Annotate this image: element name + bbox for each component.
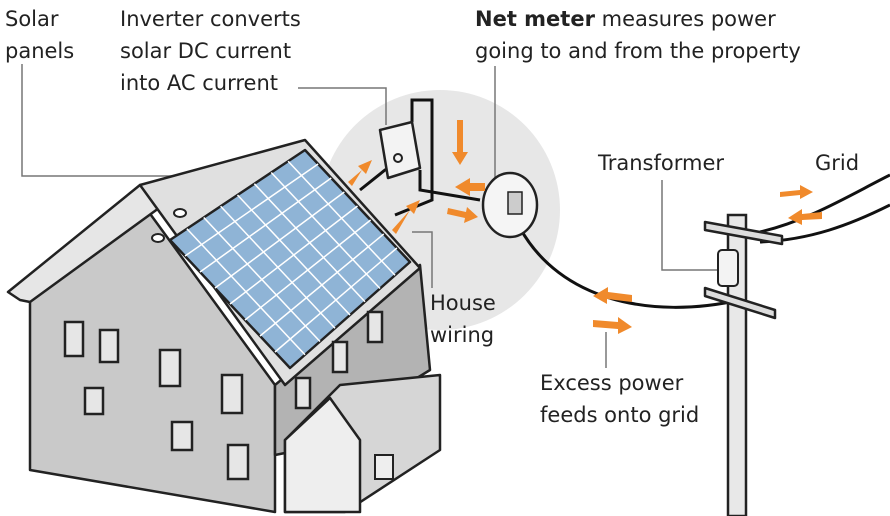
label-transformer: Transformer [597,151,724,175]
label-inverter: into AC current [120,71,278,95]
label-net-meter-bold: Net meter [475,7,596,31]
label-inverter: Inverter converts [120,7,301,31]
label-house-wiring: House [430,291,496,315]
label-excess-power: Excess power [540,371,684,395]
label-solar-panels: Solar [5,7,59,31]
utility-pole [705,215,782,516]
label-net-meter: Net meter measures power [475,7,776,31]
label-excess-power: feeds onto grid [540,403,699,427]
label-grid: Grid [815,151,859,175]
label-solar-panels: panels [5,39,74,63]
inverter [380,122,420,178]
label-net-meter-text: measures power [602,7,776,31]
label-net-meter: going to and from the property [475,39,801,63]
diagram: Solar panels Inverter converts solar DC … [0,0,890,516]
label-inverter: solar DC current [120,39,291,63]
label-house-wiring: wiring [430,323,494,347]
net-meter [483,173,537,237]
